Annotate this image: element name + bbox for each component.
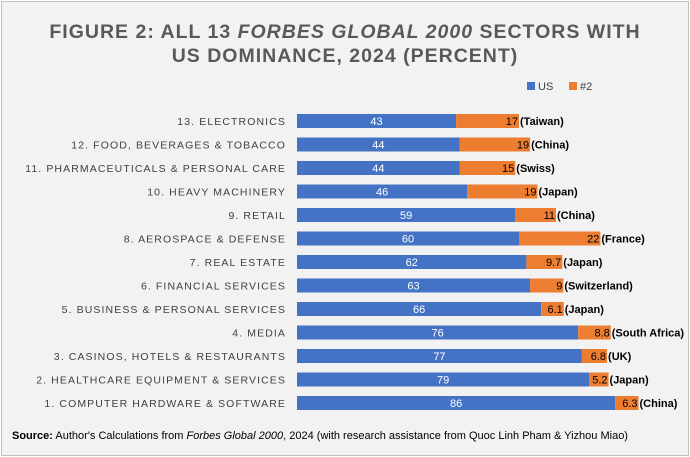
- bar-second: [519, 231, 601, 246]
- data-label-second: 6.1: [547, 304, 562, 316]
- category-label: 10. HEAVY MACHINERY: [147, 187, 286, 199]
- data-label-us: 46: [376, 187, 388, 199]
- source-italic: Forbes Global 2000: [186, 430, 284, 442]
- country-label: (China): [531, 140, 569, 152]
- legend-label-second: #2: [580, 81, 592, 93]
- category-label: 13. ELECTRONICS: [177, 116, 286, 128]
- category-label: 5. BUSINESS & PERSONAL SERVICES: [62, 304, 286, 316]
- legend-label-us: US: [538, 81, 553, 93]
- bar-second: [526, 255, 563, 269]
- bar-second: [541, 302, 564, 316]
- source-text1: Author's Calculations from: [52, 430, 187, 442]
- bar-second: [589, 372, 609, 387]
- data-label-second: 9: [556, 281, 562, 293]
- data-label-second: 9.7: [546, 257, 561, 269]
- bar-us: [297, 349, 582, 363]
- bar-us: [297, 372, 590, 387]
- country-label: (Japan): [565, 304, 604, 316]
- data-label-us: 44: [372, 140, 384, 152]
- data-label-us: 79: [437, 375, 449, 387]
- bar-us: [297, 161, 460, 175]
- source-text2: , 2024 (with research assistance from Qu…: [283, 430, 628, 442]
- data-label-us: 44: [372, 163, 384, 175]
- country-label: (Japan): [539, 187, 578, 199]
- data-label-us: 77: [433, 351, 445, 363]
- bar-us: [297, 255, 527, 269]
- country-label: (China): [557, 210, 595, 222]
- legend-swatch-us: [527, 82, 535, 90]
- data-label-us: 60: [402, 234, 414, 246]
- bar-us: [297, 184, 468, 199]
- category-label: 11. PHARMACEUTICALS & PERSONAL CARE: [25, 163, 286, 175]
- bar-second: [515, 208, 556, 222]
- bar-second: [615, 396, 639, 410]
- category-label: 6. FINANCIAL SERVICES: [141, 281, 286, 293]
- bar-us: [297, 325, 579, 340]
- category-label: 8. AEROSPACE & DEFENSE: [124, 234, 286, 246]
- category-label: 1. COMPUTER HARDWARE & SOFTWARE: [44, 398, 286, 410]
- chart-title-line1: FIGURE 2: ALL 13 FORBES GLOBAL 2000 SECT…: [2, 20, 688, 44]
- data-label-us: 76: [431, 328, 443, 340]
- country-label: (Japan): [563, 257, 602, 269]
- data-label-second: 6.8: [591, 351, 606, 363]
- data-label-second: 8.8: [594, 328, 609, 340]
- data-label-second: 17: [506, 116, 518, 128]
- title-part1: FIGURE 2: ALL 13: [49, 21, 238, 43]
- country-label: (Switzerland): [564, 281, 633, 293]
- data-label-second: 15: [502, 163, 514, 175]
- bar-second: [467, 184, 538, 199]
- bar-us: [297, 231, 519, 246]
- data-label-second: 11: [544, 210, 555, 222]
- country-label: (UK): [608, 351, 632, 363]
- bar-second: [530, 278, 564, 293]
- data-label-us: 59: [400, 210, 412, 222]
- bar-second: [459, 137, 531, 152]
- country-label: (France): [601, 234, 645, 246]
- category-label: 12. FOOD, BEVERAGES & TOBACCO: [71, 140, 286, 152]
- category-label: 2. HEALTHCARE EQUIPMENT & SERVICES: [36, 375, 286, 387]
- category-label: 7. REAL ESTATE: [190, 257, 286, 269]
- bar-us: [297, 396, 616, 410]
- data-label-us: 43: [370, 116, 382, 128]
- bar-us: [297, 137, 460, 152]
- legend-swatch-second: [569, 82, 577, 90]
- title-part3: SECTORS WITH: [473, 21, 641, 43]
- country-label: (Japan): [610, 375, 649, 387]
- title-part2: FORBES GLOBAL 2000: [237, 21, 474, 43]
- country-label: (South Africa): [612, 328, 685, 340]
- bar-us: [297, 208, 516, 222]
- data-label-us: 86: [450, 398, 462, 410]
- bar-second: [459, 161, 516, 175]
- source-note: Source: Author's Calculations from Forbe…: [12, 430, 688, 442]
- bar-second: [578, 325, 611, 340]
- bar-us: [297, 302, 542, 316]
- source-label: Source:: [12, 430, 53, 442]
- data-label-us: 62: [406, 257, 418, 269]
- data-label-second: 19: [524, 187, 536, 199]
- data-label-us: 63: [407, 281, 419, 293]
- data-label-second: 19: [517, 140, 529, 152]
- data-label-second: 22: [587, 234, 599, 246]
- category-label: 3. CASINOS, HOTELS & RESTAURANTS: [54, 351, 286, 363]
- country-label: (Taiwan): [520, 116, 564, 128]
- country-label: (China): [640, 398, 678, 410]
- chart-title: FIGURE 2: ALL 13 FORBES GLOBAL 2000 SECT…: [2, 20, 688, 68]
- chart-title-line2: US DOMINANCE, 2024 (PERCENT): [171, 45, 519, 67]
- bar-second: [456, 114, 519, 128]
- data-label-second: 5.2: [592, 375, 607, 387]
- bar-us: [297, 114, 457, 128]
- country-label: (Swiss): [516, 163, 555, 175]
- data-label-us: 66: [413, 304, 425, 316]
- category-label: 4. MEDIA: [232, 328, 286, 340]
- bar-us: [297, 278, 531, 293]
- bar-second: [581, 349, 608, 363]
- data-label-second: 6.3: [622, 398, 637, 410]
- category-label: 9. RETAIL: [228, 210, 286, 222]
